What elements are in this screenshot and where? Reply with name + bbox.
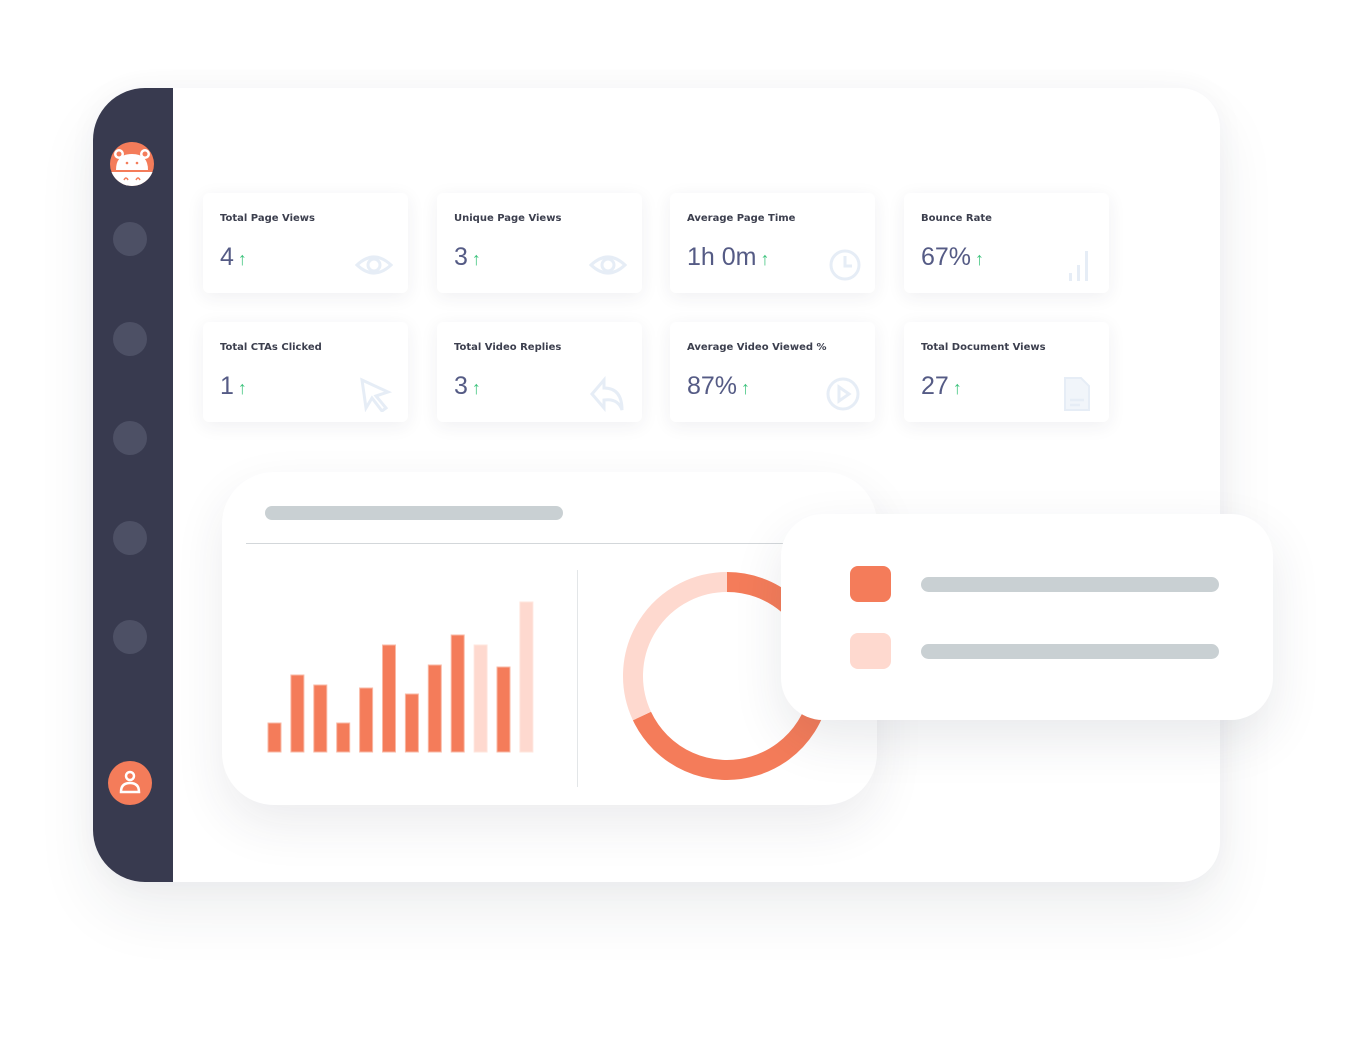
stat-card[interactable]: Total CTAs Clicked 1 ↑ (203, 322, 408, 422)
stat-label: Total Document Views (921, 342, 1046, 353)
trend-up-icon: ↑ (471, 378, 481, 398)
legend-label-placeholder (921, 577, 1219, 592)
bar (313, 684, 328, 753)
chart-card (222, 472, 877, 805)
eye-icon (354, 255, 394, 275)
stat-number: 1 (220, 372, 234, 400)
stat-value: 27 ↑ (921, 372, 962, 401)
clock-icon (829, 249, 861, 281)
trend-up-icon: ↑ (237, 378, 247, 398)
stat-card[interactable]: Total Video Replies 3 ↑ (437, 322, 642, 422)
stat-value: 1h 0m ↑ (687, 243, 769, 272)
bar (404, 693, 419, 753)
stat-card[interactable]: Bounce Rate 67% ↑ (904, 193, 1109, 293)
stat-value: 87% ↑ (687, 372, 750, 401)
bar (336, 722, 351, 753)
bar (382, 644, 396, 753)
bar (450, 634, 465, 753)
sidebar-nav-item[interactable] (113, 222, 147, 256)
stat-label: Total CTAs Clicked (220, 342, 322, 353)
stat-value: 4 ↑ (220, 243, 247, 272)
stat-label: Average Page Time (687, 213, 796, 224)
stat-label: Unique Page Views (454, 213, 562, 224)
sidebar-nav-item[interactable] (113, 421, 147, 455)
bar (359, 687, 374, 753)
stat-card[interactable]: Total Page Views 4 ↑ (203, 193, 408, 293)
bar (496, 666, 511, 753)
stat-card[interactable]: Unique Page Views 3 ↑ (437, 193, 642, 293)
sidebar (93, 88, 173, 882)
legend-swatch-secondary (850, 633, 891, 669)
trend-up-icon: ↑ (237, 249, 247, 269)
stat-card[interactable]: Average Page Time 1h 0m ↑ (670, 193, 875, 293)
stat-value: 67% ↑ (921, 243, 984, 272)
cursor-icon (360, 377, 393, 412)
stat-label: Bounce Rate (921, 213, 992, 224)
stat-label: Average Video Viewed % (687, 342, 827, 353)
trend-up-icon: ↑ (760, 249, 770, 269)
bar (519, 601, 534, 753)
stat-number: 3 (454, 372, 468, 400)
document-icon (1064, 377, 1090, 411)
trend-up-icon: ↑ (471, 249, 481, 269)
chart-title-placeholder (265, 506, 563, 520)
stat-value: 3 ↑ (454, 372, 481, 401)
bar (427, 664, 442, 753)
bar-chart-icon (1069, 251, 1088, 281)
legend-card (781, 514, 1273, 720)
bar (290, 674, 305, 753)
stat-number: 27 (921, 372, 949, 400)
eye-icon (588, 255, 628, 275)
trend-up-icon: ↑ (975, 249, 985, 269)
hippo-logo-icon[interactable] (110, 142, 154, 186)
trend-up-icon: ↑ (741, 378, 751, 398)
stat-number: 87% (687, 372, 738, 400)
sidebar-nav-item[interactable] (113, 620, 147, 654)
stat-number: 1h 0m (687, 243, 757, 271)
stat-value: 1 ↑ (220, 372, 247, 401)
bar (267, 722, 282, 753)
legend-label-placeholder (921, 644, 1219, 659)
stat-number: 67% (921, 243, 972, 271)
stat-label: Total Page Views (220, 213, 315, 224)
stat-card[interactable]: Average Video Viewed % 87% ↑ (670, 322, 875, 422)
reply-icon (590, 376, 624, 412)
user-icon[interactable] (108, 761, 152, 805)
stat-value: 3 ↑ (454, 243, 481, 272)
donut-segment (623, 572, 728, 721)
play-icon (826, 377, 860, 411)
sidebar-nav-item[interactable] (113, 322, 147, 356)
trend-up-icon: ↑ (952, 378, 962, 398)
stat-label: Total Video Replies (454, 342, 562, 353)
stat-number: 3 (454, 243, 468, 271)
stat-card[interactable]: Total Document Views 27 ↑ (904, 322, 1109, 422)
stat-number: 4 (220, 243, 234, 271)
sidebar-nav-item[interactable] (113, 521, 147, 555)
bar (473, 644, 488, 753)
legend-swatch-primary (850, 566, 891, 602)
